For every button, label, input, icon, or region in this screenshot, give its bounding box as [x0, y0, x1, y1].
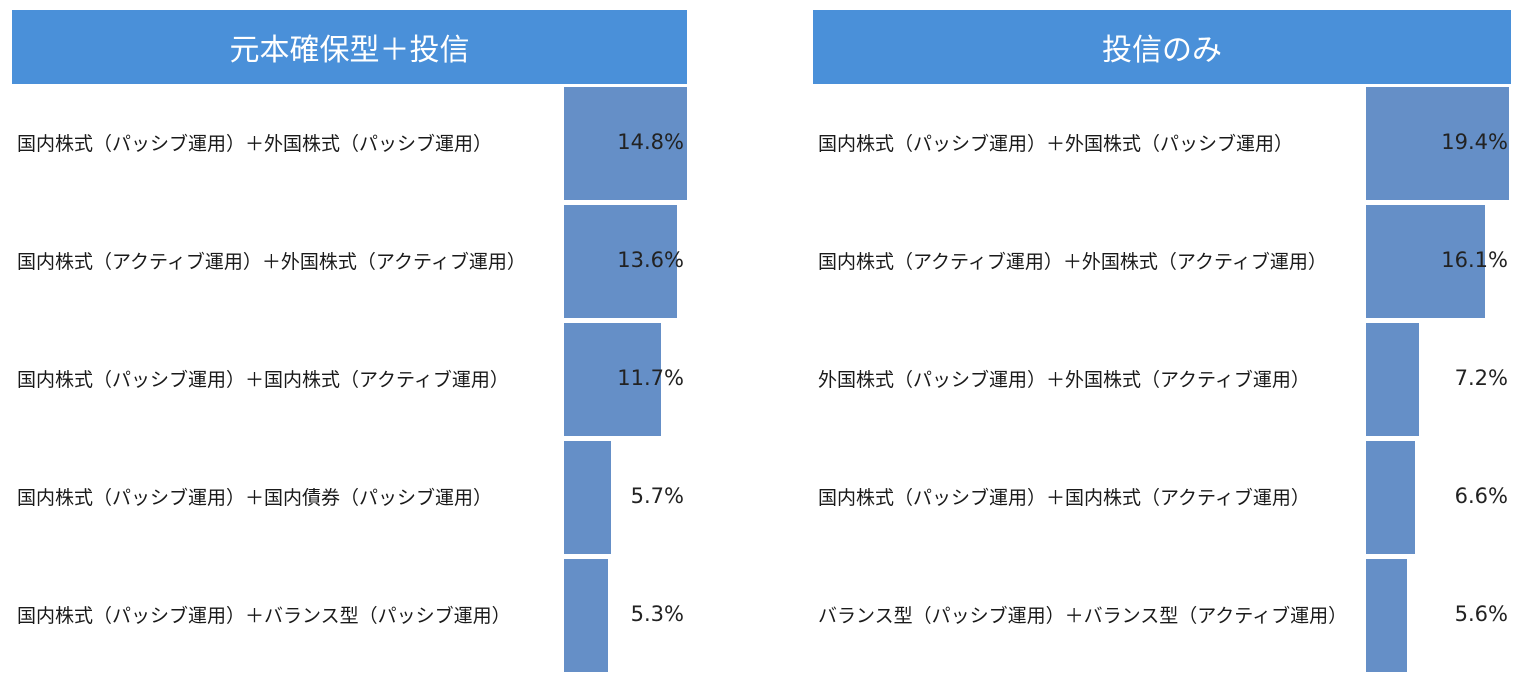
- bar-row: 国内株式（パッシブ運用）＋国内株式（アクティブ運用） 11.7%: [12, 320, 687, 438]
- data-label: 5.7%: [630, 484, 684, 508]
- bar-row: 国内株式（アクティブ運用）＋外国株式（アクティブ運用） 13.6%: [12, 202, 687, 320]
- bar: [1366, 323, 1420, 436]
- bar-row: 国内株式（パッシブ運用）＋国内株式（アクティブ運用） 6.6%: [813, 438, 1511, 556]
- category-label: 国内株式（パッシブ運用）＋外国株式（パッシブ運用）: [17, 132, 493, 155]
- category-label: 外国株式（パッシブ運用）＋外国株式（アクティブ運用）: [818, 368, 1310, 391]
- chart-right: 投信のみ 国内株式（パッシブ運用）＋外国株式（パッシブ運用） 19.4% 国内株式（…: [813, 10, 1511, 674]
- data-label: 11.7%: [617, 366, 684, 390]
- bar: [564, 323, 662, 436]
- data-label: 14.8%: [617, 130, 684, 154]
- bar-rows: 国内株式（パッシブ運用）＋外国株式（パッシブ運用） 14.8% 国内株式（アクティブ…: [12, 84, 687, 674]
- category-label: 国内株式（パッシブ運用）＋国内株式（アクティブ運用）: [17, 368, 509, 391]
- bar-row: 国内株式（パッシブ運用）＋バランス型（パッシブ運用） 5.3%: [12, 556, 687, 674]
- data-label: 19.4%: [1441, 130, 1508, 154]
- bar: [1366, 205, 1485, 318]
- category-label: 国内株式（パッシブ運用）＋バランス型（パッシブ運用）: [17, 604, 511, 627]
- bar-row: 国内株式（アクティブ運用）＋外国株式（アクティブ運用） 16.1%: [813, 202, 1511, 320]
- category-label: 国内株式（アクティブ運用）＋外国株式（アクティブ運用）: [17, 250, 526, 273]
- bar-row: 国内株式（パッシブ運用）＋外国株式（パッシブ運用） 19.4%: [813, 84, 1511, 202]
- category-label: 国内株式（パッシブ運用）＋国内株式（アクティブ運用）: [818, 486, 1310, 509]
- data-label: 6.6%: [1454, 484, 1508, 508]
- bar: [564, 205, 678, 318]
- category-label: 国内株式（パッシブ運用）＋外国株式（パッシブ運用）: [818, 132, 1294, 155]
- bar-row: 国内株式（パッシブ運用）＋国内債券（パッシブ運用） 5.7%: [12, 438, 687, 556]
- bar: [1366, 87, 1509, 200]
- bar: [564, 559, 609, 672]
- bar-rows: 国内株式（パッシブ運用）＋外国株式（パッシブ運用） 19.4% 国内株式（アクティブ…: [813, 84, 1511, 674]
- data-label: 16.1%: [1441, 248, 1508, 272]
- data-label: 5.6%: [1454, 602, 1508, 626]
- bar: [564, 441, 612, 554]
- bar: [1366, 441, 1415, 554]
- bar-row: 外国株式（パッシブ運用）＋外国株式（アクティブ運用） 7.2%: [813, 320, 1511, 438]
- bar-row: 国内株式（パッシブ運用）＋外国株式（パッシブ運用） 14.8%: [12, 84, 687, 202]
- bar: [564, 87, 687, 200]
- chart-title: 投信のみ: [813, 10, 1511, 84]
- data-label: 5.3%: [630, 602, 684, 626]
- data-label: 13.6%: [617, 248, 684, 272]
- chart-title: 元本確保型＋投信: [12, 10, 687, 84]
- category-label: 国内株式（パッシブ運用）＋国内債券（パッシブ運用）: [17, 486, 493, 509]
- category-label: 国内株式（アクティブ運用）＋外国株式（アクティブ運用）: [818, 250, 1327, 273]
- category-label: バランス型（パッシブ運用）＋バランス型（アクティブ運用）: [818, 604, 1348, 627]
- chart-left: 元本確保型＋投信 国内株式（パッシブ運用）＋外国株式（パッシブ運用） 14.8% 国…: [12, 10, 687, 674]
- bar: [1366, 559, 1408, 672]
- bar-row: バランス型（パッシブ運用）＋バランス型（アクティブ運用） 5.6%: [813, 556, 1511, 674]
- data-label: 7.2%: [1454, 366, 1508, 390]
